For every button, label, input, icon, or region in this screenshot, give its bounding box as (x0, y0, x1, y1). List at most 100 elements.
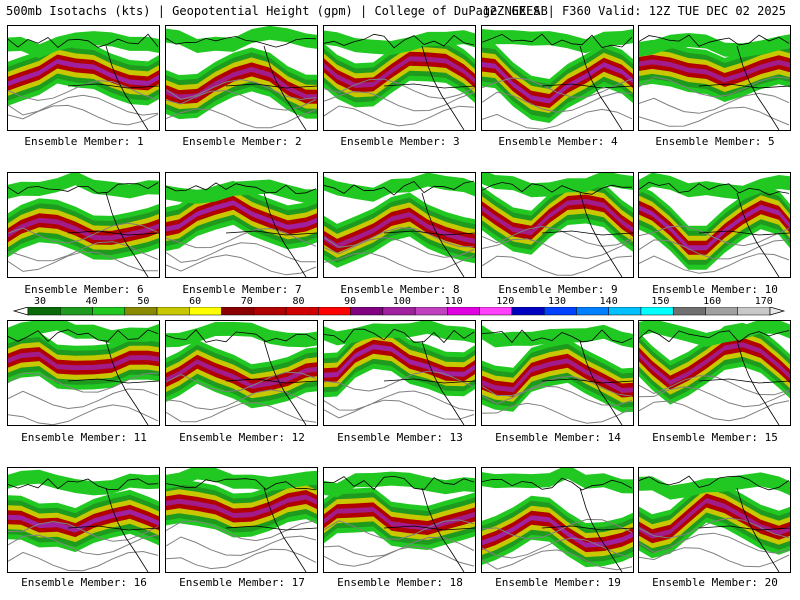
ensemble-member-label: Ensemble Member: 10 (652, 283, 778, 296)
colorbar-swatch (221, 307, 255, 316)
isotach-130kt (166, 200, 317, 232)
isotach-130kt (324, 344, 475, 378)
isotach-map (166, 468, 317, 572)
isotach-branch (324, 30, 475, 55)
ensemble-member-label: Ensemble Member: 14 (495, 431, 621, 444)
isotach-130kt (8, 351, 159, 371)
isotach-map (639, 33, 790, 130)
height-contour (166, 520, 317, 570)
isotach-130kt (482, 358, 633, 393)
colorbar-tick-label: 70 (240, 296, 253, 307)
map-header: 500mb Isotachs (kts) | Geopotential Heig… (0, 0, 800, 22)
coastline (8, 33, 159, 130)
height-contour (482, 77, 633, 130)
colorbar-swatch (608, 307, 642, 316)
colorbar-tick-label: 50 (137, 296, 150, 307)
isotach-100kt (324, 207, 475, 253)
colorbar-swatch (124, 307, 158, 316)
ensemble-member-label: Ensemble Member: 3 (340, 135, 460, 148)
isotach-branch (639, 173, 790, 200)
isotach-map (639, 472, 790, 572)
colorbar-swatch (447, 307, 480, 316)
ensemble-member-label: Ensemble Member: 9 (498, 283, 618, 296)
colorbar-swatch (382, 307, 416, 316)
ensemble-panel-map (165, 467, 318, 573)
colorbar-tick-label: 90 (344, 296, 357, 307)
isotach-70kt (639, 488, 790, 549)
height-contour (324, 370, 475, 420)
height-contour (639, 76, 790, 127)
colorbar-max-arrow (769, 307, 786, 316)
colorbar-swatch (705, 307, 738, 316)
coastline (482, 33, 633, 130)
ensemble-panel-map (7, 172, 160, 278)
isotach-branch (324, 321, 475, 346)
isotach-100kt (639, 493, 790, 544)
coastline (482, 477, 633, 572)
coastline (482, 329, 633, 425)
colorbar-swatch (511, 307, 545, 316)
coastline (166, 478, 317, 572)
isotach-branch (482, 173, 633, 198)
colorbar-swatch (60, 307, 93, 316)
ensemble-panel-map (165, 25, 318, 131)
colorbar-tick-label: 80 (292, 296, 305, 307)
ensemble-member-label: Ensemble Member: 11 (21, 431, 147, 444)
ensemble-member-label: Ensemble Member: 20 (652, 576, 778, 589)
isotach-branch (482, 468, 633, 494)
ensemble-member-label: Ensemble Member: 6 (24, 283, 144, 296)
header-run-info: 12Z GEFS | F360 Valid: 12Z TUE DEC 02 20… (482, 4, 786, 18)
ensemble-panel-map (638, 172, 791, 278)
ensemble-panel-map (323, 172, 476, 278)
coastline (639, 475, 790, 572)
isotach-130kt (482, 515, 633, 548)
ensemble-member-label: Ensemble Member: 8 (340, 283, 460, 296)
colorbar-tick-label: 160 (703, 296, 722, 307)
height-contour (166, 227, 317, 276)
colorbar-tick-label: 140 (599, 296, 618, 307)
isotach-130kt (166, 494, 317, 518)
isotach-100kt (639, 337, 790, 390)
coastline (324, 33, 475, 130)
colorbar-swatch (737, 307, 771, 316)
coastline (8, 182, 159, 277)
colorbar-tick-label: 30 (33, 296, 47, 307)
ensemble-panel-map (7, 25, 160, 131)
isotach-branch (166, 179, 317, 204)
isotach-map (8, 31, 159, 130)
isotach-branch (166, 26, 317, 53)
isotach-branch (639, 321, 790, 347)
isotach-130kt (482, 62, 633, 104)
isotach-map (324, 173, 475, 277)
coastline (639, 34, 790, 130)
isotach-map (8, 173, 159, 277)
ensemble-member-label: Ensemble Member: 7 (182, 283, 302, 296)
header-title: 500mb Isotachs (kts) | Geopotential Heig… (6, 4, 548, 18)
isotach-100kt (639, 54, 790, 87)
colorbar-swatch (27, 307, 61, 316)
isotach-branch (482, 28, 633, 54)
colorbar-swatch (479, 307, 513, 316)
ensemble-member-label: Ensemble Member: 18 (337, 576, 463, 589)
colorbar-swatch (350, 307, 384, 316)
ensemble-panel-map (481, 172, 634, 278)
coastline (324, 475, 475, 572)
colorbar-strip (12, 307, 786, 316)
colorbar-tick-label: 40 (85, 296, 98, 307)
colorbar-swatch (318, 307, 351, 316)
ensemble-panel-map (481, 25, 634, 131)
isotach-map (324, 321, 475, 425)
colorbar-swatch (672, 307, 706, 316)
isotach-map (639, 321, 790, 425)
isotach-map (639, 173, 790, 277)
ensemble-member-label: Ensemble Member: 2 (182, 135, 302, 148)
coastline (166, 329, 317, 425)
isotach-branch (166, 468, 317, 491)
coastline (8, 329, 159, 425)
colorbar-tick-label: 60 (189, 296, 202, 307)
isotach-branch (8, 173, 159, 199)
isotach-map (482, 28, 633, 130)
isotach-map (482, 173, 633, 277)
isotach-130kt (8, 509, 159, 533)
